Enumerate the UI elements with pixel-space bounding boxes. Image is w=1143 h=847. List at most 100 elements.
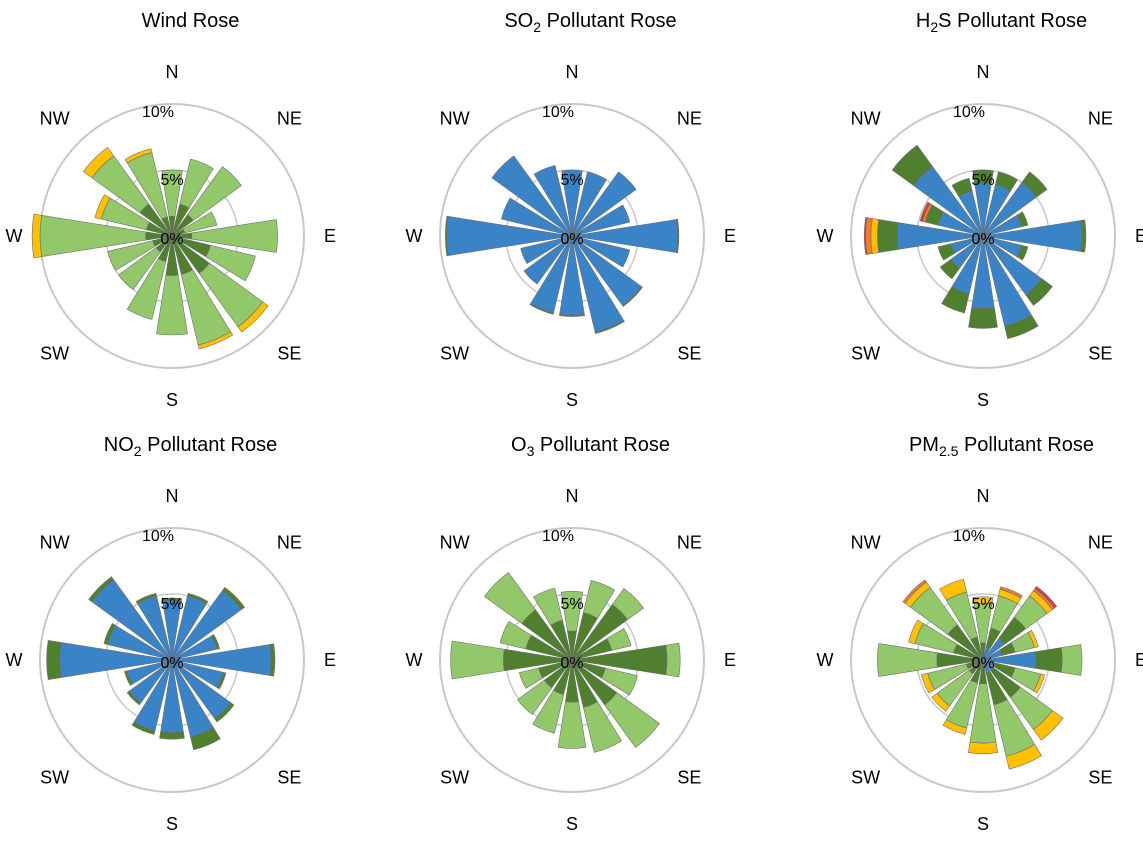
petal-n-layer-4 (972, 596, 994, 605)
petal-n-layer-3 (560, 591, 584, 632)
petal-w-layer-2 (445, 215, 449, 257)
petal-s-layer-4 (967, 741, 999, 755)
petal-ssw-layer-2 (941, 286, 970, 314)
no2-rose-panel: NO2 Pollutant Rose 0% 5% 10% N NE E SE S SW W NW (0, 424, 381, 847)
petal-ne-layer-6 (1034, 585, 1058, 609)
petal-wsw-layer-2 (124, 670, 134, 686)
ring-label-1: 5% (160, 596, 183, 613)
title-main: SO (504, 10, 534, 32)
compass-label-sw: SW (40, 767, 69, 787)
rose-plot: 0% 5% 10% N NE E SE S SW W NW (817, 486, 1143, 834)
outer-ring-10pct (39, 527, 305, 793)
petal-wsw-layer-2 (937, 243, 956, 261)
compass-label-ne: NE (277, 533, 302, 553)
chart-title: PM2.5 Pollutant Rose (811, 434, 1143, 459)
rose-plot: 0% 5% 10% N NE E SE S SW W NW (406, 62, 737, 410)
title-main: H (915, 10, 931, 32)
petal-se-layer-3 (237, 301, 269, 333)
petal-nnw-layer-2 (951, 177, 973, 198)
outer-ring-10pct (850, 103, 1116, 369)
o3-rose-panel: O3 Pollutant Rose 0% 5% 10% N NE E SE S SW W NW (400, 424, 781, 847)
compass-label-e: E (1135, 650, 1143, 670)
compass-label-w: W (817, 650, 834, 670)
petal-ssw-layer-2 (131, 721, 156, 735)
compass-label-w: W (406, 650, 423, 670)
petal-e-layer-2 (1080, 219, 1087, 253)
petal-w-layer-3 (31, 213, 42, 259)
outer-ring-10pct (439, 527, 705, 793)
outer-ring-10pct (850, 527, 1116, 793)
petal-ssw-layer-2 (126, 258, 167, 320)
petal-nne-layer-5 (999, 586, 1023, 599)
compass-label-se: SE (277, 767, 301, 787)
compass-label-se: SE (1088, 767, 1112, 787)
outer-ring-10pct (439, 103, 705, 369)
petal-ese-layer-2 (1016, 244, 1029, 261)
petal-ssw-layer-4 (942, 719, 968, 735)
rose-plot: 0% 5% 10% N NE E SE S SW W NW (6, 486, 337, 834)
petal-nne-layer-2 (994, 171, 1018, 192)
compass-label-s: S (166, 814, 178, 834)
petal-wnw-layer-4 (908, 619, 924, 645)
so2-rose-panel: SO2 Pollutant Rose 0% 5% 10% N NE E SE S SW W NW (400, 0, 781, 423)
compass-label-n: N (166, 62, 179, 82)
ring-label-2: 10% (542, 104, 574, 121)
petal-wnw-layer-3 (499, 620, 532, 650)
ring-label-0: 0% (971, 655, 994, 672)
compass-label-w: W (6, 226, 23, 246)
compass-label-sw: SW (851, 343, 880, 363)
compass-label-w: W (406, 226, 423, 246)
petal-nw-layer-3 (82, 146, 115, 179)
title-suffix: S Pollutant Rose (938, 10, 1088, 32)
petal-e-layer-3 (1060, 644, 1083, 676)
compass-label-nw: NW (40, 109, 70, 129)
petal-nne-layer-2 (179, 158, 214, 209)
petal-ene-layer-4 (1027, 629, 1039, 649)
compass-label-n: N (977, 62, 990, 82)
petal-se-layer-2 (622, 286, 643, 307)
h2s-rose-panel: H2S Pollutant Rose 0% 5% 10% N NE E SE S SW W NW (811, 0, 1143, 423)
petal-sw-layer-4 (931, 692, 951, 712)
compass-label-n: N (166, 486, 179, 506)
petal-nw-layer-2 (891, 144, 933, 186)
petal-sw-layer-2 (118, 247, 161, 290)
petal-w-layer-2 (46, 640, 62, 680)
petal-n-layer-2 (161, 597, 183, 602)
petal-wnw-layer-1 (501, 197, 573, 237)
petal-nnw-layer-2 (135, 592, 157, 605)
rose-plot: 0% 5% 10% N NE E SE S SW W NW (6, 62, 337, 410)
petal-ne-layer-2 (187, 166, 242, 221)
petal-nnw-layer-1 (533, 165, 573, 237)
petal-wsw-layer-3 (519, 667, 544, 689)
ring-label-0: 0% (160, 231, 183, 248)
rose-plot: 0% 5% 10% N NE E SE S SW W NW (817, 62, 1143, 410)
title-main: NO (103, 434, 134, 456)
petal-sse-layer-2 (190, 727, 221, 751)
ring-label-2: 10% (542, 528, 574, 545)
petal-s-layer-2 (968, 307, 998, 329)
petal-sw-layer-1 (523, 235, 573, 285)
rose-plot: 0% 5% 10% N NE E SE S SW W NW (406, 486, 737, 834)
petal-nw-layer-5 (902, 579, 927, 604)
petal-e-layer-3 (665, 642, 681, 678)
ring-label-2: 10% (953, 528, 985, 545)
petal-nne-layer-3 (583, 580, 616, 619)
compass-label-nw: NW (440, 533, 470, 553)
compass-label-sw: SW (440, 343, 469, 363)
petal-nnw-layer-3 (532, 587, 563, 626)
compass-label-n: N (566, 486, 579, 506)
compass-label-n: N (977, 486, 990, 506)
ring-label-0: 0% (560, 655, 583, 672)
compass-label-e: E (724, 226, 736, 246)
petal-ese-layer-2 (216, 671, 227, 690)
compass-label-e: E (324, 226, 336, 246)
petal-ene-layer-2 (210, 634, 220, 650)
petal-ne-layer-2 (222, 586, 246, 610)
petal-s-layer-2 (559, 313, 585, 317)
petal-se-layer-3 (604, 692, 660, 748)
petal-w-layer-5 (863, 217, 868, 255)
petal-e-layer-2 (191, 219, 278, 253)
petal-ne-layer-3 (611, 588, 644, 621)
compass-label-se: SE (1088, 343, 1112, 363)
petal-wsw-layer-4 (921, 672, 936, 694)
